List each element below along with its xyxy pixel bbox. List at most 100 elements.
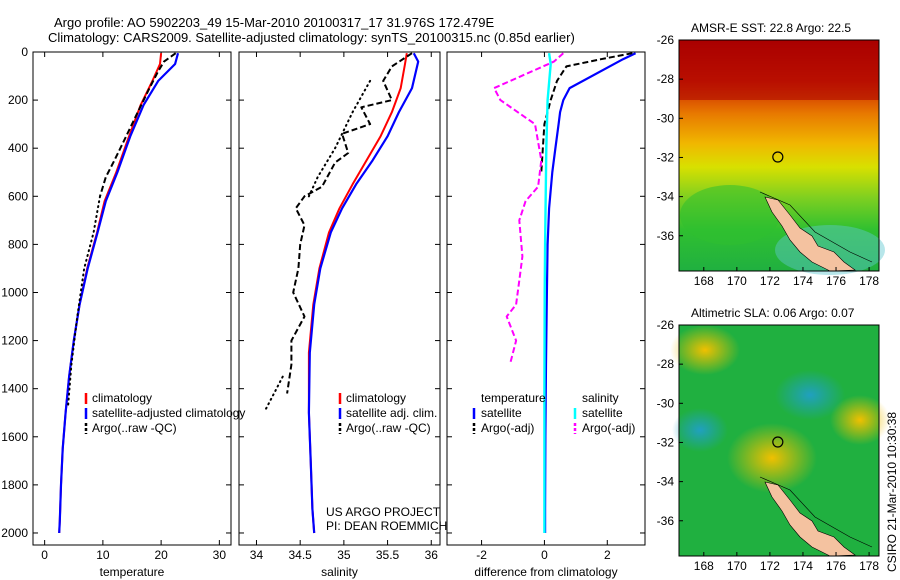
sst-map-axes: 168 170 172 174 176 178 -26 -28 -30 -32 -34 -36 — [657, 33, 880, 288]
map-lat-label: -26 — [657, 33, 675, 47]
legend-sal-climatology-label: climatology — [346, 391, 406, 405]
temperature-xtick-label: 0 — [41, 548, 48, 562]
map-lat-label: -32 — [657, 435, 675, 449]
sst-map-frame — [678, 39, 880, 272]
difference-panel: -2 0 2 difference from climatology — [446, 51, 646, 579]
sst-cool-patch — [680, 185, 780, 245]
salinity-series-argo-dotted-deep — [264, 375, 284, 412]
map-lon-label: 168 — [694, 274, 714, 288]
sla-low-anomaly — [775, 370, 845, 420]
depth-tick-label: 1600 — [1, 430, 28, 444]
temperature-series-satellite-adjusted-climatology — [58, 52, 180, 534]
map-lon-label: 174 — [793, 559, 813, 573]
salinity-xtick-label: 36 — [425, 548, 439, 562]
map-lat-label: -30 — [657, 111, 675, 125]
difference-series-temperature-argo-adj- — [540, 52, 633, 173]
map-lat-label: -34 — [657, 190, 675, 204]
temperature-series-argo-raw-qc-dotted — [66, 195, 101, 409]
depth-tick-label: 2000 — [1, 526, 28, 540]
map-lon-label: 170 — [727, 559, 747, 573]
sla-high-anomaly-2 — [670, 325, 740, 375]
depth-tick-label: 200 — [8, 93, 28, 107]
salinity-xtick-label: 35 — [337, 548, 351, 562]
map-lat-label: -30 — [657, 396, 675, 410]
figure-title-line1: Argo profile: AO 5902203_49 15-Mar-2010 … — [54, 15, 495, 30]
csiro-timestamp: CSIRO 21-Mar-2010 10:30:38 — [885, 412, 899, 572]
temperature-plot-frame — [32, 51, 232, 546]
legend-diff-sal-satellite-label: satellite — [582, 406, 623, 420]
map-lon-label: 170 — [727, 274, 747, 288]
salinity-legend: climatology satellite adj. clim. Argo(..… — [338, 391, 437, 435]
project-credit: US ARGO PROJECT — [326, 505, 441, 519]
depth-tick-label: 0 — [21, 45, 28, 59]
temperature-xtick-label: 30 — [213, 548, 227, 562]
map-lat-label: -26 — [657, 318, 675, 332]
salinity-series-argo-dotted — [307, 79, 372, 198]
map-lat-label: -34 — [657, 475, 675, 489]
map-lon-label: 168 — [694, 559, 714, 573]
legend-sal-satellite-label: satellite adj. clim. — [346, 406, 437, 420]
legend-diff-salinity-title: salinity — [582, 391, 619, 405]
temperature-legend: climatology satellite-adjusted climatolo… — [84, 391, 245, 435]
sla-bathymetry-contour — [759, 476, 873, 548]
sla-low-anomaly-2 — [672, 408, 728, 452]
land-new-zealand — [764, 196, 856, 272]
depth-tick-label: 1800 — [1, 478, 28, 492]
salinity-xtick-label: 34 — [250, 548, 264, 562]
difference-legend: temperature satellite Argo(-adj) salinit… — [472, 391, 635, 435]
map-lon-label: 178 — [859, 559, 879, 573]
sst-map-title: AMSR-E SST: 22.8 Argo: 22.5 — [691, 21, 851, 35]
difference-xtick-label: -2 — [476, 548, 487, 562]
difference-plot-frame — [446, 51, 646, 546]
map-lon-label: 172 — [760, 559, 780, 573]
difference-series-salinity-argo-adj- — [493, 52, 564, 365]
map-lon-label: 178 — [859, 274, 879, 288]
pi-credit: PI: DEAN ROEMMICH — [326, 519, 447, 533]
salinity-plot-frame — [238, 51, 441, 546]
sla-map-axes: 168 170 172 174 176 178 -26 -28 -30 -32 -34 -36 — [657, 318, 880, 573]
sla-map — [670, 324, 890, 557]
salinity-series-satellite-adj-clim- — [307, 52, 420, 534]
sla-high-anomaly — [727, 423, 817, 493]
legend-argo-label: Argo(..raw -QC) — [92, 421, 177, 435]
temperature-panel: 0 10 20 30 temperature 0 200 400 600 800 1000 1200 1… — [1, 45, 232, 579]
legend-sal-argo-label: Argo(..raw -QC) — [346, 421, 431, 435]
difference-series-temperature-satellite — [543, 52, 637, 533]
salinity-xtick-label: 34.5 — [288, 548, 312, 562]
map-lat-label: -36 — [657, 229, 675, 243]
map-lon-label: 176 — [826, 559, 846, 573]
difference-xlabel: difference from climatology — [474, 565, 617, 579]
sla-high-anomaly-3 — [830, 395, 890, 445]
salinity-panel: 34 34.5 35 35.5 36 salinity — [238, 51, 441, 579]
sla-map-title: Altimetric SLA: 0.06 Argo: 0.07 — [691, 306, 855, 320]
map-lon-label: 174 — [793, 274, 813, 288]
depth-tick-label: 1000 — [1, 285, 28, 299]
figure-title-line2: Climatology: CARS2009. Satellite-adjuste… — [48, 30, 575, 45]
temperature-series-argo-raw-qc- — [99, 52, 177, 197]
profile-location-marker — [772, 151, 784, 163]
legend-diff-temp-argo-label: Argo(-adj) — [481, 421, 534, 435]
land-new-zealand-2 — [764, 481, 856, 557]
depth-tick-label: 1200 — [1, 334, 28, 348]
salinity-series-argo-raw-qc- — [286, 52, 413, 394]
legend-satellite-label: satellite-adjusted climatology — [92, 406, 245, 420]
depth-tick-label: 600 — [8, 189, 28, 203]
map-lon-label: 176 — [826, 274, 846, 288]
sla-map-frame — [678, 324, 880, 557]
temperature-xlabel: temperature — [100, 565, 165, 579]
sst-bathymetry-contour — [759, 191, 873, 263]
salinity-xtick-label: 35.5 — [376, 548, 400, 562]
depth-tick-label: 1400 — [1, 382, 28, 396]
legend-diff-sal-argo-label: Argo(-adj) — [582, 421, 635, 435]
difference-xtick-label: 2 — [604, 548, 611, 562]
salinity-xlabel: salinity — [321, 565, 358, 579]
depth-tick-label: 400 — [8, 141, 28, 155]
map-lat-label: -28 — [657, 72, 675, 86]
temperature-xtick-label: 10 — [96, 548, 110, 562]
difference-series-salinity-satellite — [543, 53, 552, 533]
depth-tick-label: 800 — [8, 237, 28, 251]
legend-diff-temperature-title: temperature — [481, 391, 546, 405]
sst-map — [678, 39, 885, 275]
legend-diff-temp-satellite-label: satellite — [481, 406, 522, 420]
